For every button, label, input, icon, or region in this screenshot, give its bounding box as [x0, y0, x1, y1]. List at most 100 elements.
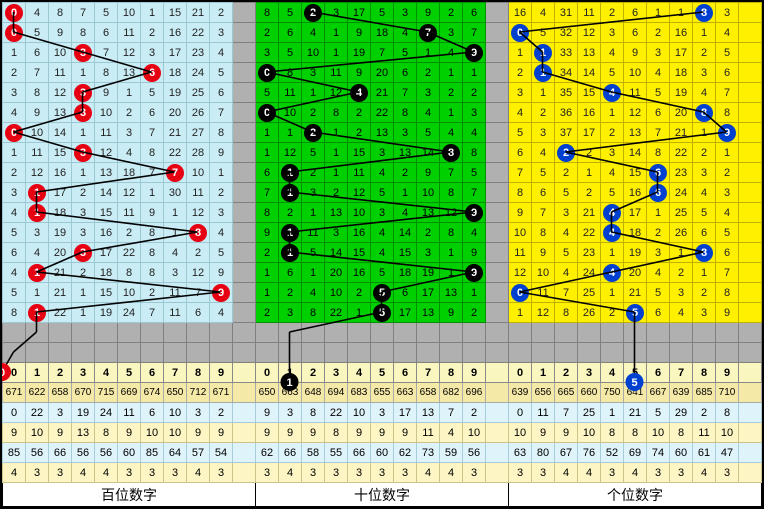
- section-label: 十位数字: [256, 483, 509, 507]
- grid-cell: 7: [716, 83, 739, 103]
- grid-cell: 11: [578, 3, 601, 23]
- stat-cell: 74: [647, 443, 670, 463]
- grid-cell: 7: [463, 23, 486, 43]
- gap-cell: [647, 323, 670, 343]
- grid-cell: 4: [371, 163, 394, 183]
- grid-cell: 1: [72, 63, 95, 83]
- stat-cell: 4: [693, 463, 716, 483]
- grid-cell: 3: [3, 183, 26, 203]
- stat-cell: 67: [555, 443, 578, 463]
- header-digit: 4: [601, 363, 624, 383]
- stat-cell: 62: [256, 443, 279, 463]
- grid-cell: 2: [3, 63, 26, 83]
- grid-cell: 8: [3, 303, 26, 323]
- grid-cell: 12: [49, 83, 72, 103]
- grid-cell: 7: [463, 183, 486, 203]
- header-digit: 7: [164, 363, 187, 383]
- stat-cell: 3: [256, 463, 279, 483]
- grid-cell: 22: [670, 143, 693, 163]
- grid-cell: [486, 263, 509, 283]
- grid-cell: 21: [624, 283, 647, 303]
- grid-cell: 1: [601, 103, 624, 123]
- stat-cell: 10: [716, 423, 739, 443]
- grid-cell: 20: [164, 103, 187, 123]
- grid-cell: 1: [509, 303, 532, 323]
- grid-cell: 8: [693, 243, 716, 263]
- grid-cell: 17: [95, 243, 118, 263]
- stat-cell: 696: [463, 383, 486, 403]
- grid-cell: 8: [141, 263, 164, 283]
- grid-cell: 4: [601, 43, 624, 63]
- grid-cell: 4: [555, 263, 578, 283]
- grid-cell: 1: [601, 283, 624, 303]
- grid-cell: 6: [624, 23, 647, 43]
- grid-cell: 9: [463, 243, 486, 263]
- grid-cell: 16: [348, 223, 371, 243]
- grid-cell: 2: [463, 303, 486, 323]
- grid-cell: 0: [3, 3, 26, 23]
- grid-cell: 8: [26, 83, 49, 103]
- header-digit: 1: [532, 363, 555, 383]
- stat-cell: 3: [394, 463, 417, 483]
- grid-cell: 8: [141, 143, 164, 163]
- gap-cell: [463, 343, 486, 363]
- grid-cell: 25: [187, 83, 210, 103]
- grid-cell: 11: [509, 243, 532, 263]
- grid-cell: 22: [371, 103, 394, 123]
- gap-cell: [532, 343, 555, 363]
- grid-cell: 2: [716, 163, 739, 183]
- stat-cell: 8: [95, 423, 118, 443]
- grid-cell: 2: [187, 243, 210, 263]
- grid-cell: 5: [210, 63, 233, 83]
- grid-cell: 8: [279, 63, 302, 83]
- grid-cell: 2: [302, 3, 325, 23]
- grid-cell: [233, 243, 256, 263]
- grid-cell: 2: [256, 23, 279, 43]
- gap-cell: [578, 343, 601, 363]
- grid-cell: 1: [647, 203, 670, 223]
- ball-digit: 8: [695, 104, 713, 122]
- grid-cell: 6: [532, 183, 555, 203]
- grid-cell: 24: [118, 303, 141, 323]
- grid-cell: 8: [716, 283, 739, 303]
- grid-cell: 4: [210, 223, 233, 243]
- grid-cell: 10: [348, 203, 371, 223]
- grid-cell: 31: [555, 3, 578, 23]
- stat-cell: 25: [578, 403, 601, 423]
- stat-cell: 4: [72, 463, 95, 483]
- grid-cell: 3: [693, 63, 716, 83]
- grid-cell: [739, 203, 762, 223]
- grid-cell: 11: [26, 143, 49, 163]
- grid-cell: 5: [624, 303, 647, 323]
- ball-digit: 0: [258, 64, 276, 82]
- grid-cell: 1: [509, 43, 532, 63]
- grid-cell: 5: [371, 303, 394, 323]
- grid-cell: 4: [463, 223, 486, 243]
- grid-cell: 10: [118, 283, 141, 303]
- grid-cell: [486, 243, 509, 263]
- grid-cell: 6: [624, 3, 647, 23]
- grid-cell: 8: [647, 143, 670, 163]
- grid-cell: 8: [693, 3, 716, 23]
- stat-cell: 660: [578, 383, 601, 403]
- grid-cell: 4: [716, 23, 739, 43]
- stat-cell: [739, 423, 762, 443]
- grid-cell: 1: [440, 103, 463, 123]
- grid-cell: 12: [624, 103, 647, 123]
- grid-cell: 4: [302, 23, 325, 43]
- grid-cell: 6: [693, 223, 716, 243]
- grid-cell: 1: [578, 163, 601, 183]
- ball-digit: 0: [5, 4, 23, 22]
- stat-cell: 56: [463, 443, 486, 463]
- grid-cell: 14: [325, 243, 348, 263]
- gap-cell: [647, 343, 670, 363]
- grid-cell: 18: [95, 263, 118, 283]
- grid-cell: 18: [371, 23, 394, 43]
- ball-digit: 1: [281, 184, 299, 202]
- grid-cell: 10: [49, 43, 72, 63]
- grid-cell: 9: [26, 103, 49, 123]
- grid-cell: 13: [95, 163, 118, 183]
- grid-cell: 7: [647, 123, 670, 143]
- grid-cell: 4: [716, 203, 739, 223]
- ball-digit: 4: [603, 264, 621, 282]
